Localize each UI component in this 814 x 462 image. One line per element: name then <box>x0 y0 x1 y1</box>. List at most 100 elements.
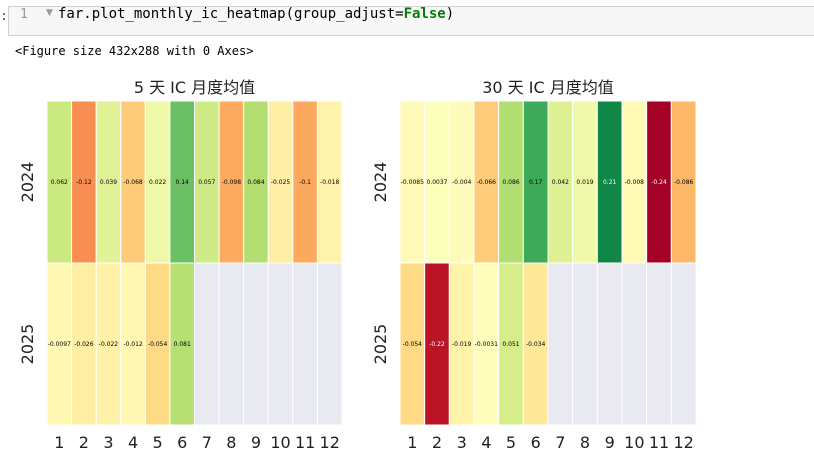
x-tick-label: 7 <box>555 433 565 452</box>
heatmap-cell <box>194 262 220 426</box>
cell-value-label: -0.019 <box>452 341 472 348</box>
heatmap-cell <box>243 262 269 426</box>
cell-value-label: 0.062 <box>51 179 68 186</box>
x-tick-label: 9 <box>251 433 261 452</box>
x-tick-label: 2 <box>79 433 89 452</box>
heatmap-cell <box>95 262 122 426</box>
cell-value-label: 0.022 <box>149 179 166 186</box>
cell-value-label: -0.054 <box>403 341 423 348</box>
cell-value-label: 0.21 <box>603 179 617 186</box>
heatmap-cell <box>547 262 574 426</box>
cell-value-label: -0.086 <box>674 179 694 186</box>
y-tick-label: 2024 <box>18 162 37 203</box>
x-tick-label: 1 <box>54 433 64 452</box>
x-tick-label: 5 <box>153 433 163 452</box>
code-call: far.plot_monthly_ic_heatmap(group_adjust… <box>58 6 404 22</box>
heatmap-cell <box>399 100 426 264</box>
y-tick-label: 2024 <box>371 162 390 203</box>
x-tick-label: 12 <box>673 433 693 452</box>
x-tick-label: 3 <box>457 433 467 452</box>
cell-value-label: -0.066 <box>477 179 497 186</box>
heatmap-cell <box>572 262 598 426</box>
cell-value-label: -0.1 <box>299 179 311 186</box>
cell-value-label: 0.019 <box>576 179 593 186</box>
heatmap-cell <box>267 262 294 426</box>
x-tick-label: 8 <box>580 433 590 452</box>
heatmap-cell <box>316 100 343 264</box>
code-line[interactable]: far.plot_monthly_ic_heatmap(group_adjust… <box>58 6 454 22</box>
cell-value-label: -0.24 <box>651 179 667 186</box>
x-tick-label: 4 <box>481 433 491 452</box>
code-keyword: False <box>403 6 446 22</box>
cell-value-label: 0.086 <box>502 179 519 186</box>
cell-value-label: 0.057 <box>198 179 215 186</box>
line-number: 1 <box>20 7 28 22</box>
x-tick-label: 11 <box>649 433 669 452</box>
heatmap-cell <box>267 100 294 264</box>
heatmap-cell <box>547 100 574 264</box>
cell-value-label: 0.14 <box>176 179 190 186</box>
chart-title: 30 天 IC 月度均值 <box>482 78 614 97</box>
cell-value-label: -0.068 <box>123 179 143 186</box>
cell-value-label: -0.0097 <box>48 341 71 348</box>
heatmap-cell <box>169 100 196 264</box>
heatmap-cell <box>621 262 648 426</box>
x-tick-label: 1 <box>407 433 417 452</box>
heatmap-cell <box>448 262 475 426</box>
heatmap-cell <box>399 262 426 426</box>
x-tick-label: 8 <box>226 433 236 452</box>
cell-value-label: -0.018 <box>320 179 340 186</box>
cell-value-label: 0.039 <box>100 179 117 186</box>
heatmap-cell <box>670 262 697 426</box>
cell-value-label: -0.026 <box>74 341 94 348</box>
code-editor[interactable] <box>8 6 814 36</box>
x-tick-label: 9 <box>605 433 615 452</box>
cell-value-label: -0.0085 <box>401 179 424 186</box>
heatmap-cell <box>144 262 171 426</box>
heatmap-cell <box>218 100 245 264</box>
cell-value-label: -0.034 <box>526 341 546 348</box>
heatmap-cell <box>498 262 524 426</box>
code-close: ) <box>445 6 455 22</box>
heatmap-cell <box>292 262 318 426</box>
heatmap-cell <box>596 262 623 426</box>
x-tick-label: 10 <box>270 433 290 452</box>
cell-value-label: 0.081 <box>174 341 191 348</box>
y-tick-label: 2025 <box>371 324 390 365</box>
heatmap-cell <box>46 262 73 426</box>
collapse-arrow-icon[interactable]: ▼ <box>46 8 53 18</box>
cell-value-label: -0.012 <box>123 341 143 348</box>
heatmap-cell <box>169 262 196 426</box>
x-tick-label: 2 <box>432 433 442 452</box>
cell-value-label: -0.008 <box>625 179 645 186</box>
x-tick-label: 4 <box>128 433 138 452</box>
heatmap-cell <box>522 262 549 426</box>
output-text: <Figure size 432x288 with 0 Axes> <box>15 44 254 58</box>
heatmap-cell <box>596 100 623 264</box>
cell-value-label: 0.042 <box>552 179 569 186</box>
x-tick-label: 10 <box>624 433 644 452</box>
cell-value-label: -0.0031 <box>475 341 498 348</box>
chart-title: 5 天 IC 月度均值 <box>134 78 255 97</box>
y-tick-label: 2025 <box>18 324 37 365</box>
heatmap-cell <box>646 262 672 426</box>
cell-value-label: -0.22 <box>429 341 445 348</box>
heatmap-cell <box>522 100 549 264</box>
heatmap-cell <box>120 100 146 264</box>
heatmap-cell <box>71 100 97 264</box>
heatmap-cell <box>498 100 524 264</box>
heatmap-cell <box>218 262 245 426</box>
cell-value-label: -0.022 <box>99 341 119 348</box>
heatmap-cell <box>316 262 343 426</box>
x-tick-label: 12 <box>320 433 340 452</box>
cell-value-label: 0.17 <box>529 179 543 186</box>
cell-value-label: -0.054 <box>148 341 168 348</box>
heatmap-cell <box>120 262 146 426</box>
heatmap-cell <box>71 262 97 426</box>
x-tick-label: 6 <box>531 433 541 452</box>
cell-value-label: -0.098 <box>222 179 242 186</box>
heatmap-cell <box>473 262 500 426</box>
x-tick-label: 5 <box>506 433 516 452</box>
x-tick-label: 11 <box>295 433 315 452</box>
